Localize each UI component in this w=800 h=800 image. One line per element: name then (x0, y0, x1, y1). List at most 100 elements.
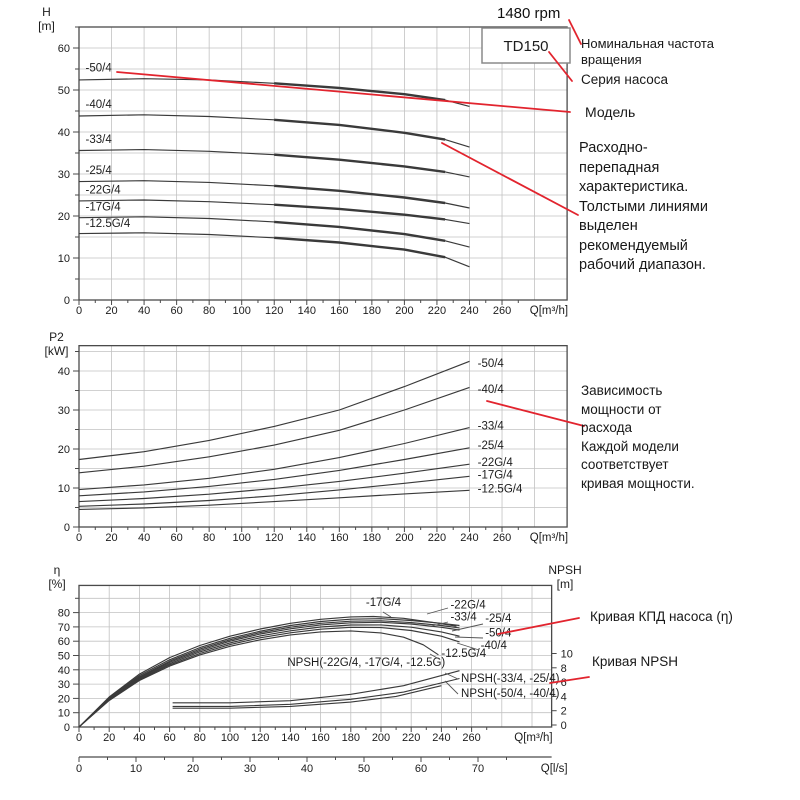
callout-pointer-line (116, 71, 571, 113)
npsh-curve-label: NPSH(-33/4, -25/4) (461, 673, 560, 685)
tick-label: 80 (58, 608, 70, 620)
tick-label: 10 (58, 708, 70, 720)
tick-label: 4 (561, 691, 567, 703)
tick-label: 2 (561, 706, 567, 718)
curve (78, 620, 460, 728)
tick-label: 50 (58, 651, 70, 663)
curve-label: -33/4 (478, 421, 505, 433)
curve (78, 489, 470, 510)
tick-label: 60 (170, 532, 182, 544)
tick-label: 0 (76, 532, 82, 544)
tick-label: 0 (76, 305, 82, 317)
curve-label: -25/4 (86, 165, 113, 177)
tick-label: 60 (58, 43, 70, 55)
curve-label: -17G/4 (478, 469, 514, 481)
npsh-curve-label: NPSH(-22G/4, -17G/4, -12.5G) (287, 657, 445, 669)
tick-label: 20 (187, 763, 199, 775)
tick-label: 60 (170, 305, 182, 317)
tick-label: 40 (301, 763, 313, 775)
callout-pointer-line (549, 676, 590, 684)
tick-label: 20 (58, 693, 70, 705)
tick-label: 20 (103, 732, 115, 744)
curve (78, 475, 470, 507)
callout-power-note: Зависимость мощности от расхода Каждой м… (581, 383, 695, 491)
tick-label: 60 (415, 763, 427, 775)
tick-label: 120 (265, 532, 283, 544)
curve-label: -22G/4 (86, 185, 122, 197)
rpm-label: 1480 rpm (497, 5, 561, 22)
tick-label: 20 (105, 532, 117, 544)
curve-label: -40/4 (86, 99, 113, 111)
callout-nominal-speed: Номинальная частота вращения (581, 36, 714, 67)
tick-label: 0 (64, 522, 70, 534)
curve (78, 621, 460, 728)
npsh-curve (172, 670, 460, 704)
curve (78, 630, 439, 728)
tick-label: 200 (395, 305, 413, 317)
tick-label: 10 (561, 649, 573, 661)
curve-label: -50/4 (86, 63, 113, 75)
tick-label: 60 (163, 732, 175, 744)
tick-label: 260 (462, 732, 480, 744)
curve-label: -40/4 (478, 384, 505, 396)
tick-label: 20 (58, 444, 70, 456)
x-axis-unit: Q[m³/h] (530, 305, 568, 317)
tick-label: 200 (395, 532, 413, 544)
tick-label: 70 (472, 763, 484, 775)
label-leader (444, 672, 459, 680)
tick-label: 220 (428, 305, 446, 317)
curve (274, 153, 446, 174)
curve-label: -17G/4 (366, 597, 402, 609)
callout-npsh-curve: Кривая NPSH (592, 654, 679, 669)
label-leader (454, 636, 484, 639)
tick-label: 20 (58, 211, 70, 223)
tick-label: 10 (58, 253, 70, 265)
callout-efficiency-curve: Кривая КПД насоса (η) (590, 609, 733, 624)
series-box (481, 27, 571, 64)
tick-label: 20 (105, 305, 117, 317)
label-leader (382, 611, 392, 618)
npsh-curve (172, 677, 460, 707)
callout-pointer-line (497, 617, 580, 635)
curve-label: -50/4 (478, 358, 505, 370)
tick-label: 220 (402, 732, 420, 744)
curve (78, 386, 470, 474)
tick-label: 240 (432, 732, 450, 744)
curve-label: -25/4 (478, 440, 505, 452)
tick-label: 120 (251, 732, 269, 744)
x-axis-unit: Q[m³/h] (514, 732, 552, 744)
tick-label: 180 (363, 305, 381, 317)
tick-label: 260 (493, 305, 511, 317)
callout-flow-head-note: Расходно- перепадная характеристика. Тол… (579, 140, 708, 273)
tick-label: 80 (203, 532, 215, 544)
npsh-axis-title: NPSH [m] (548, 563, 582, 591)
callout-pointer-line (441, 142, 579, 216)
tick-label: 8 (561, 663, 567, 675)
curve (274, 118, 446, 141)
tick-label: 30 (58, 679, 70, 691)
curve (274, 220, 446, 242)
tick-label: 40 (138, 305, 150, 317)
tick-label: 40 (58, 366, 70, 378)
tick-label: 30 (58, 169, 70, 181)
curve-label: -40/4 (481, 640, 508, 652)
tick-label: 180 (363, 532, 381, 544)
tick-label: 40 (138, 532, 150, 544)
tick-label: 120 (265, 305, 283, 317)
callout-pump-series: Серия насоса (581, 72, 668, 87)
tick-label: 0 (561, 720, 567, 732)
tick-label: 80 (203, 305, 215, 317)
tick-label: 0 (64, 295, 70, 307)
curve (78, 615, 457, 728)
tick-label: 0 (76, 763, 82, 775)
curve (274, 184, 446, 205)
tick-label: 40 (133, 732, 145, 744)
tick-label: 40 (58, 127, 70, 139)
curve-label: -12.5G/4 (478, 483, 523, 495)
tick-label: 10 (58, 483, 70, 495)
curve (78, 427, 470, 491)
tick-label: 0 (76, 732, 82, 744)
tick-label: 80 (194, 732, 206, 744)
